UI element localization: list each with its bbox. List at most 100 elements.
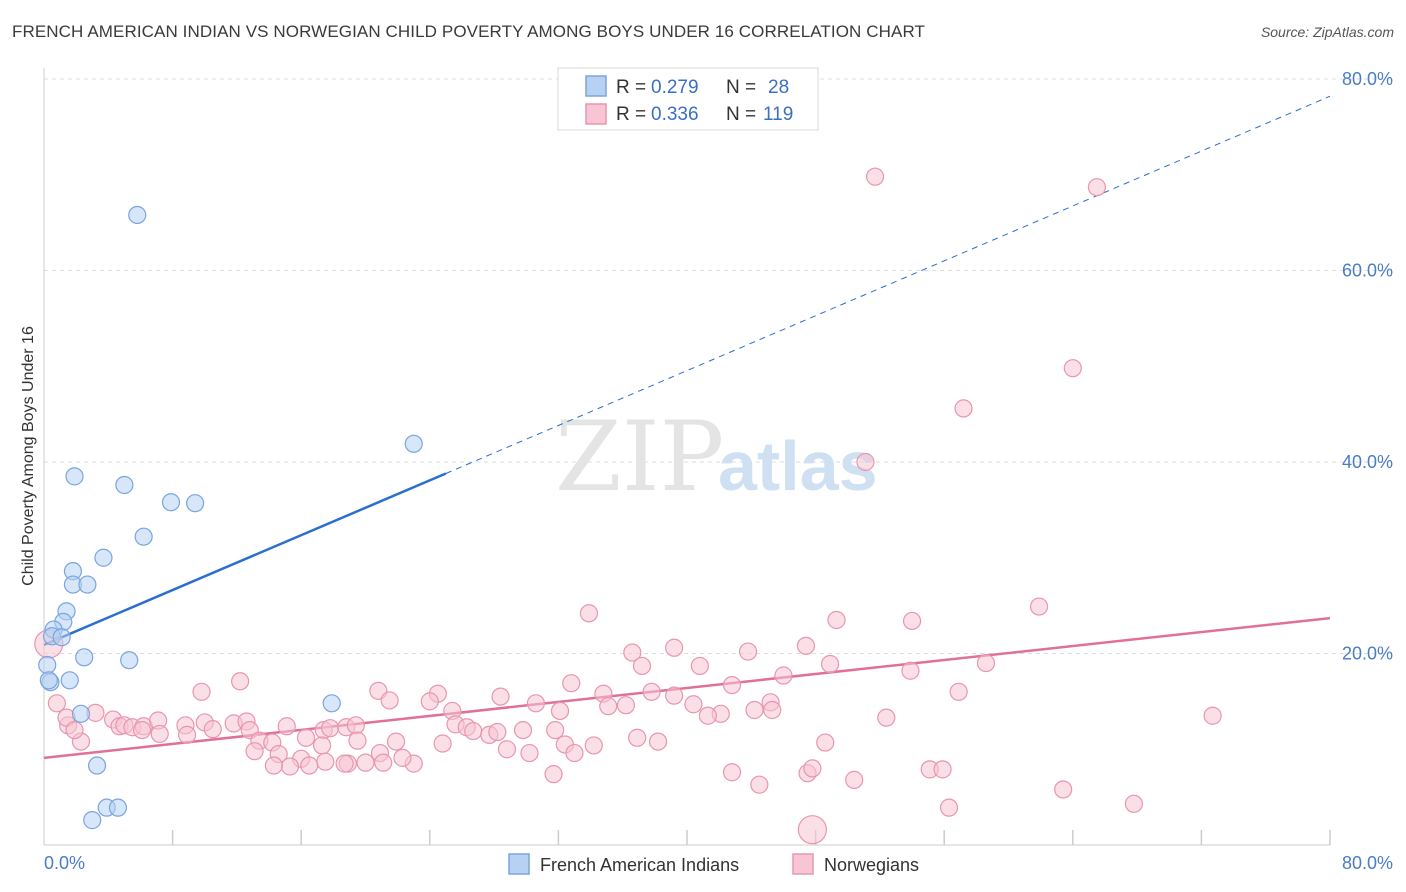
data-point <box>803 759 822 778</box>
data-point <box>722 675 742 695</box>
source-credit: Source: ZipAtlas.com <box>1260 24 1394 40</box>
data-point <box>134 527 153 546</box>
data-point <box>642 682 661 701</box>
data-point <box>203 720 222 739</box>
data-point <box>816 733 835 752</box>
data-point <box>750 775 769 794</box>
data-point <box>544 765 563 784</box>
data-point <box>83 811 102 830</box>
gridlines <box>44 78 1393 654</box>
data-point <box>312 736 332 755</box>
data-point <box>231 672 250 691</box>
data-point <box>296 728 316 747</box>
data-point <box>949 682 968 701</box>
french-american-indians-points <box>38 205 423 830</box>
data-point <box>738 642 758 661</box>
norwegians-points <box>34 167 1222 845</box>
data-point <box>797 815 827 845</box>
data-point <box>94 548 113 567</box>
data-point <box>75 648 94 667</box>
legend-r-label-1: R = <box>616 77 646 98</box>
data-point <box>1029 597 1049 616</box>
legend-n-value-2: 119 <box>763 104 793 125</box>
data-point <box>939 798 959 817</box>
data-point <box>623 643 642 662</box>
data-point <box>380 691 399 710</box>
data-point <box>65 720 84 740</box>
data-point <box>845 770 864 789</box>
data-point <box>420 692 439 711</box>
data-point <box>796 636 816 655</box>
data-point <box>300 756 319 775</box>
x-axis-ticks <box>171 830 1331 845</box>
data-point <box>665 638 684 657</box>
data-point <box>393 748 412 767</box>
data-point <box>526 694 545 713</box>
data-point <box>346 716 365 735</box>
data-point <box>722 763 742 782</box>
data-point <box>433 734 452 753</box>
data-point <box>1063 359 1082 378</box>
data-point <box>690 656 709 676</box>
y-tick-label-2: 60.0% <box>1342 261 1393 281</box>
data-point <box>87 756 107 775</box>
data-point <box>322 694 341 713</box>
data-point <box>464 721 483 741</box>
data-point <box>902 611 922 631</box>
data-point <box>115 475 134 495</box>
bottom-legend-label-norwegians: Norwegians <box>824 855 919 875</box>
data-point <box>565 743 584 763</box>
data-point <box>684 695 703 714</box>
legend-n-value-1: 28 <box>768 77 789 98</box>
data-point <box>78 575 97 594</box>
data-point <box>39 671 58 690</box>
data-point <box>546 720 565 740</box>
french-american-indians-trend-extension <box>445 95 1331 474</box>
y-tick-label-0: 20.0% <box>1342 644 1393 664</box>
data-point <box>1124 794 1143 813</box>
series-legend: French American Indians Norwegians <box>508 853 919 875</box>
data-point <box>562 674 581 693</box>
data-point <box>698 706 717 725</box>
data-point <box>628 728 647 747</box>
data-point <box>38 655 57 675</box>
french-american-indians-trend-line <box>43 472 447 647</box>
data-point <box>120 651 139 670</box>
x-tick-label-max: 80.0% <box>1342 853 1393 873</box>
correlation-legend: R = 0.279 N = 28 R = 0.336 N = 119 <box>557 67 819 131</box>
bottom-legend-swatch-blue <box>508 853 530 875</box>
data-point <box>348 731 367 750</box>
legend-r-value-2: 0.336 <box>651 104 699 125</box>
y-tick-label-3: 80.0% <box>1342 69 1393 89</box>
data-point <box>933 760 952 779</box>
data-point <box>150 724 169 744</box>
data-point <box>65 467 84 486</box>
watermark-atlas: atlas <box>718 427 878 505</box>
bottom-legend-label-french-american-indians: French American Indians <box>540 855 739 875</box>
data-point <box>47 694 66 713</box>
bottom-legend-swatch-pink <box>792 853 814 875</box>
data-point <box>513 720 533 740</box>
data-point <box>60 671 79 690</box>
data-point <box>774 666 793 685</box>
data-point <box>386 732 406 751</box>
data-point <box>374 753 393 772</box>
data-point <box>177 725 197 744</box>
data-point <box>491 687 510 706</box>
data-point <box>856 452 875 472</box>
y-tick-labels: 20.0% 40.0% 60.0% 80.0% <box>1342 69 1393 664</box>
data-point <box>1087 178 1107 197</box>
data-point <box>616 696 636 715</box>
data-point <box>584 736 603 755</box>
data-point <box>745 700 764 720</box>
chart-title: FRENCH AMERICAN INDIAN VS NORWEGIAN CHIL… <box>12 22 926 41</box>
data-point <box>599 697 618 716</box>
data-point <box>488 722 507 742</box>
x-tick-label-min: 0.0% <box>44 853 85 873</box>
data-point <box>245 742 264 761</box>
legend-r-label-2: R = <box>616 104 646 125</box>
data-point <box>665 686 684 705</box>
data-point <box>161 493 181 512</box>
legend-swatch-pink <box>585 103 607 125</box>
